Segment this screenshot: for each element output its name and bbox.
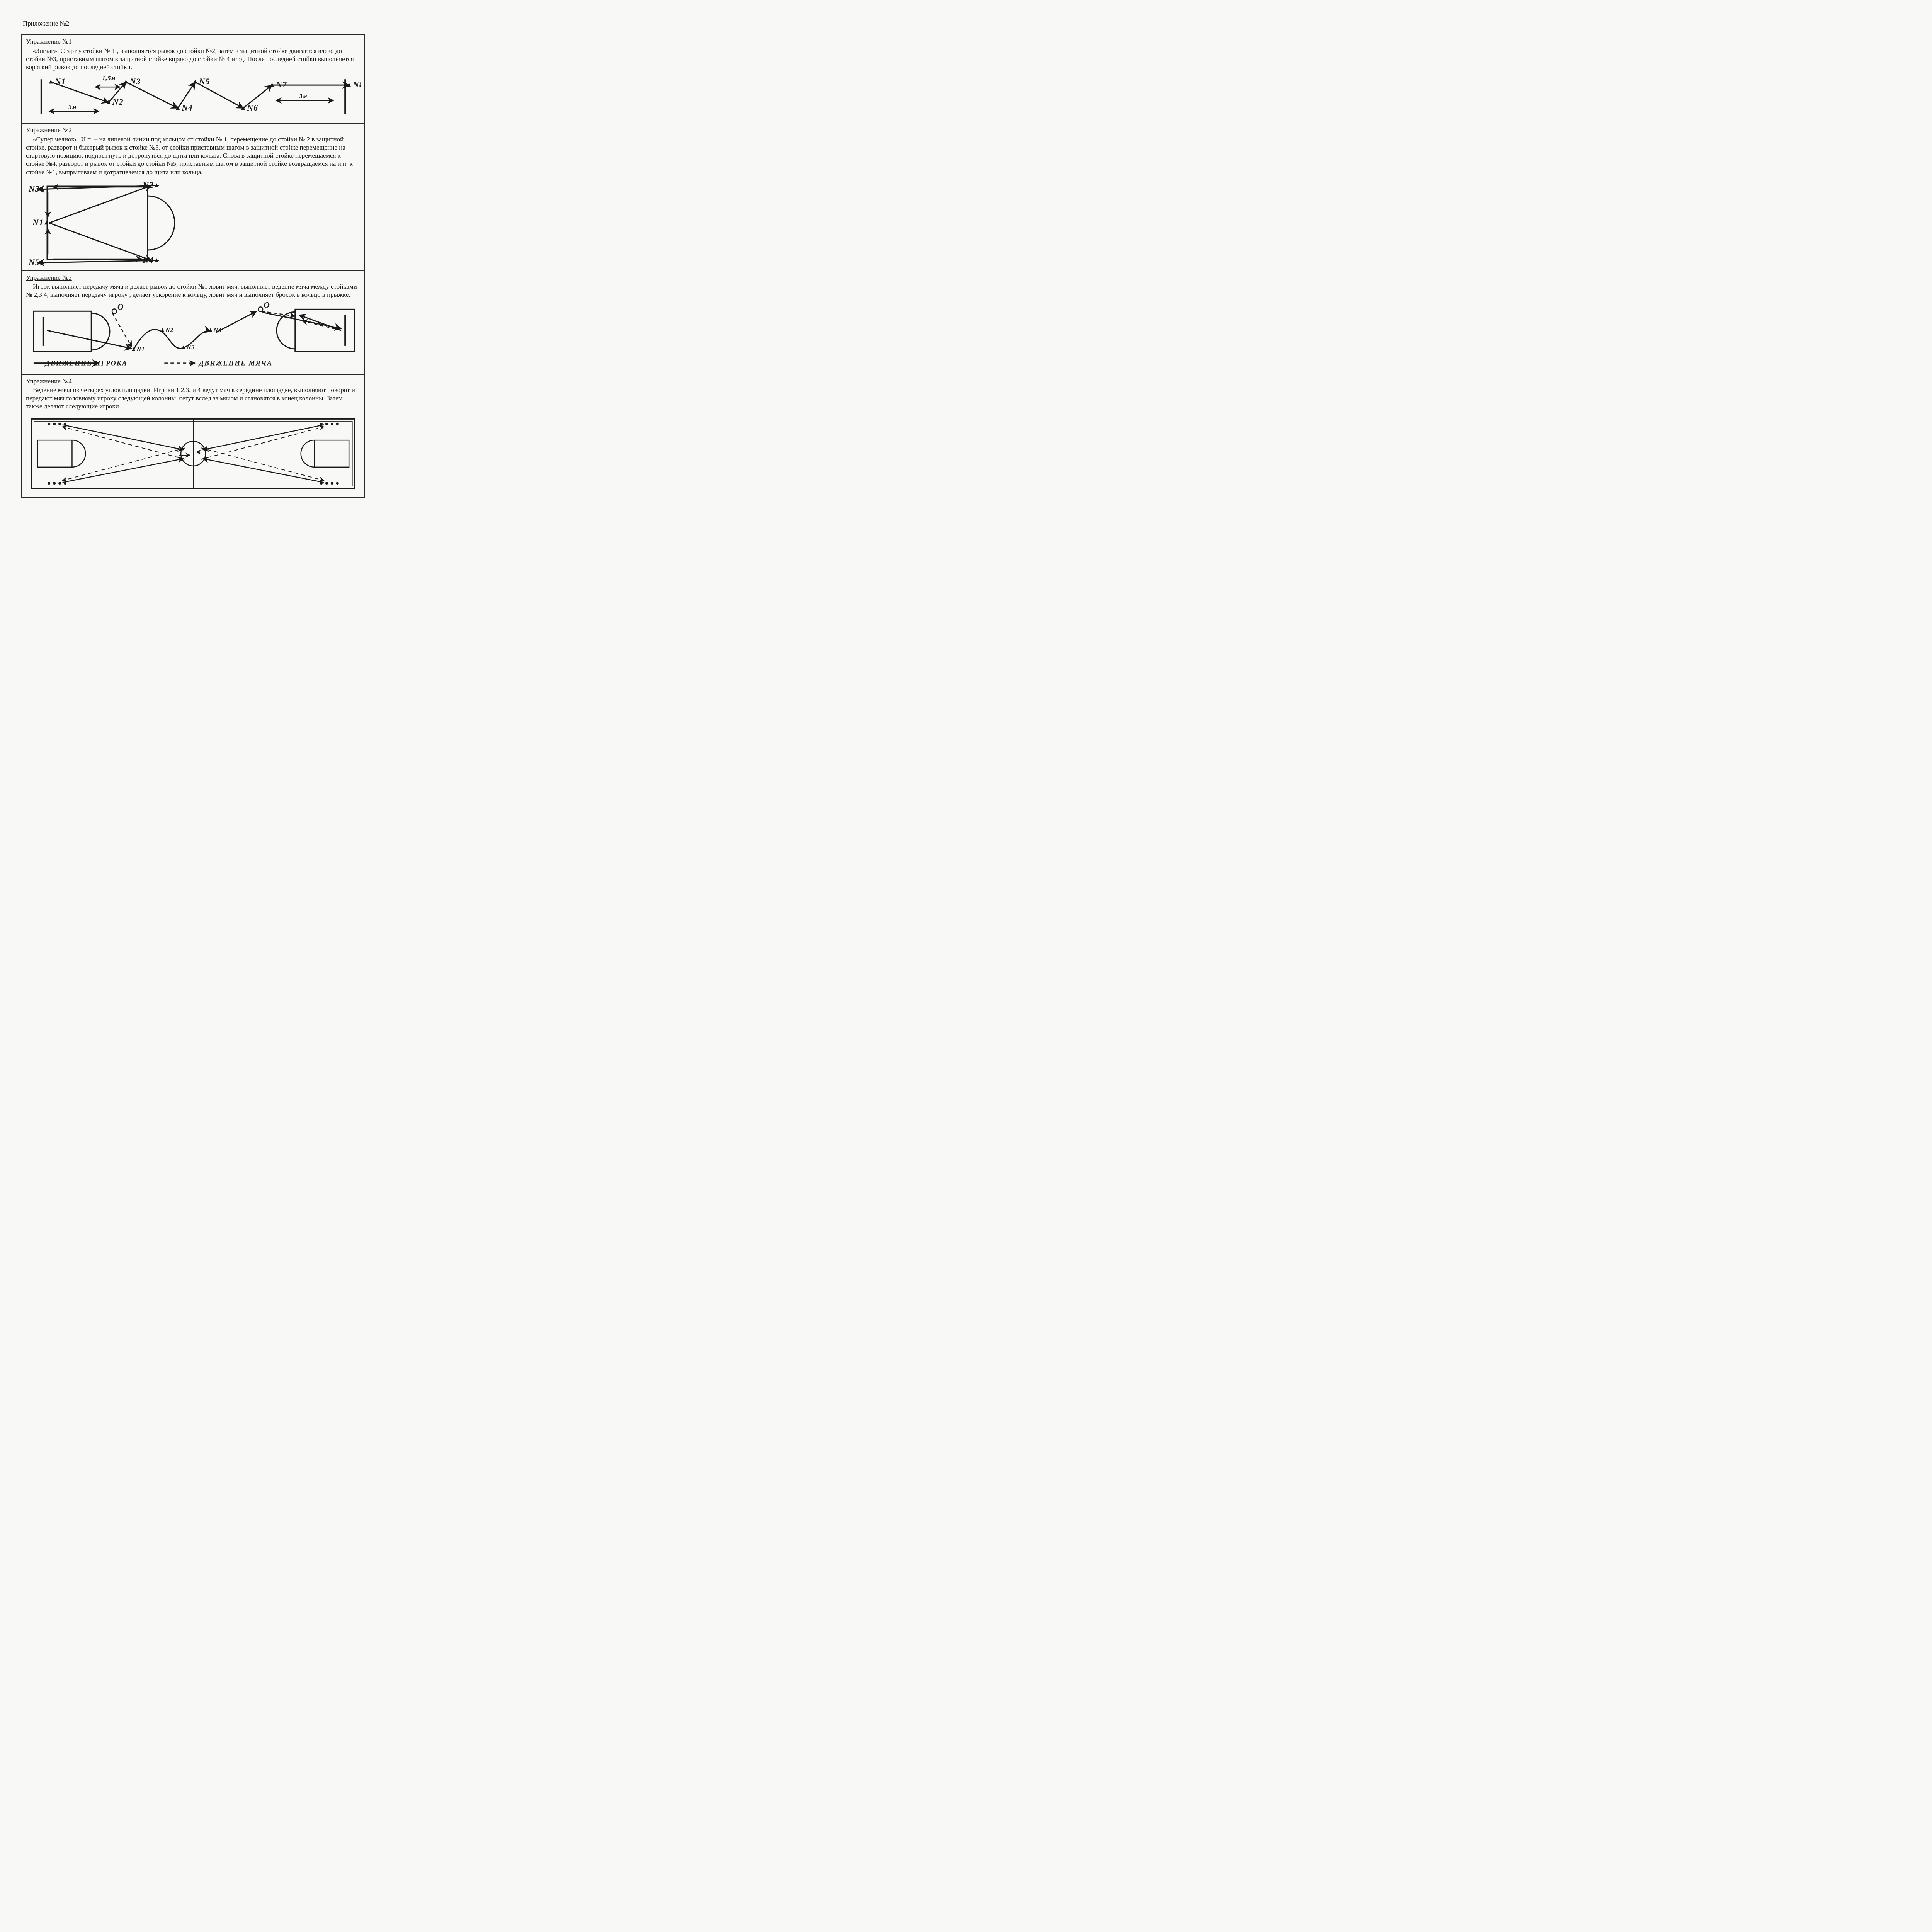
exercise-2-text: «Супер челнок». И.п. – на лицевой линии …	[26, 135, 361, 176]
exercise-4-diagram	[26, 413, 361, 494]
exercise-4-text: Ведение мяча из четырех углов площадки. …	[26, 386, 361, 411]
exercise-1-text: «Зигзаг». Старт у стойки № 1 , выполняет…	[26, 47, 361, 71]
svg-text:N1: N1	[54, 77, 66, 86]
exercise-2-title: Упражнение №2	[26, 126, 361, 134]
exercise-4-body: Ведение мяча из четырех углов площадки. …	[26, 386, 361, 411]
svg-text:N2: N2	[112, 97, 124, 107]
svg-text:3м: 3м	[68, 104, 77, 111]
svg-text:N8: N8	[352, 80, 361, 89]
exercise-3-diagram: O O N1 N2 N3 N4 ДВИЖЕНИЕ ИГРОКА ДВИЖЕНИЕ МЯЧА	[26, 301, 361, 371]
exercise-1-diagram: N1 N2 N3 N4 N5 N6 N7 N8 3м 1,5м 3м	[26, 73, 361, 120]
svg-text:N4: N4	[142, 255, 154, 265]
exercise-4: Упражнение №4 Ведение мяча из четырех уг…	[22, 375, 364, 497]
svg-text:ДВИЖЕНИЕ МЯЧА: ДВИЖЕНИЕ МЯЧА	[198, 359, 272, 367]
svg-text:N6: N6	[247, 103, 258, 112]
svg-text:N5: N5	[199, 77, 210, 86]
svg-text:O: O	[264, 301, 270, 310]
exercise-1-title: Упражнение №1	[26, 37, 361, 46]
svg-text:N3: N3	[28, 184, 40, 194]
svg-text:N3: N3	[186, 344, 195, 350]
exercise-2: Упражнение №2 «Супер челнок». И.п. – на …	[22, 124, 364, 271]
svg-text:N7: N7	[276, 80, 287, 89]
svg-text:N5: N5	[28, 257, 40, 267]
exercise-2-diagram: N3 N2 N1 N4 N5	[26, 179, 361, 267]
exercise-3-body: Игрок выполняет передачу мяча и делает р…	[26, 282, 361, 299]
exercise-grid: Упражнение №1 «Зигзаг». Старт у стойки №…	[21, 34, 365, 498]
svg-text:N2: N2	[165, 327, 173, 333]
exercise-3-text: Игрок выполняет передачу мяча и делает р…	[26, 282, 361, 299]
svg-text:1,5м: 1,5м	[102, 75, 116, 82]
svg-text:N2: N2	[142, 180, 154, 190]
svg-text:N1: N1	[136, 346, 145, 352]
svg-text:N3: N3	[129, 77, 141, 86]
svg-text:N4: N4	[181, 103, 193, 112]
svg-text:O: O	[117, 302, 124, 311]
exercise-2-body: «Супер челнок». И.п. – на лицевой линии …	[26, 135, 361, 176]
svg-text:3м: 3м	[299, 93, 308, 100]
exercise-4-title: Упражнение №4	[26, 377, 361, 385]
exercise-1-body: «Зигзаг». Старт у стойки № 1 , выполняет…	[26, 47, 361, 71]
exercise-3-title: Упражнение №3	[26, 274, 361, 282]
page-header: Приложение №2	[23, 19, 365, 27]
svg-text:N1: N1	[32, 218, 44, 227]
exercise-1: Упражнение №1 «Зигзаг». Старт у стойки №…	[22, 35, 364, 124]
svg-text:N4: N4	[213, 327, 222, 333]
exercise-3: Упражнение №3 Игрок выполняет передачу м…	[22, 271, 364, 375]
svg-text:ДВИЖЕНИЕ ИГРОКА: ДВИЖЕНИЕ ИГРОКА	[44, 359, 128, 367]
